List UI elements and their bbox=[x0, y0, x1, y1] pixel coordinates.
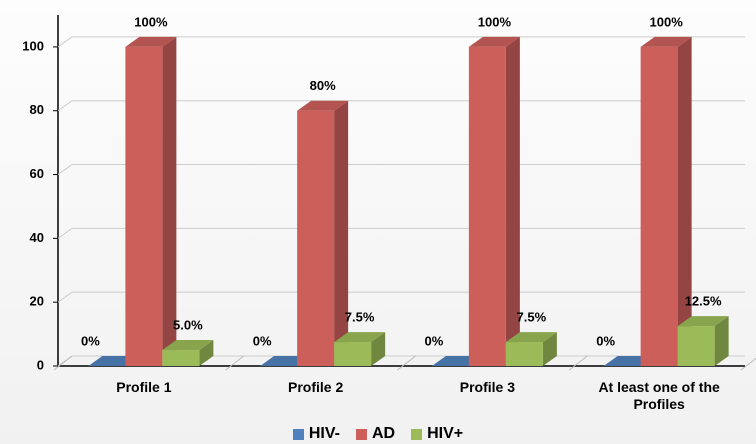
legend: HIV- AD HIV+ bbox=[0, 425, 756, 443]
x-tick-label: Profile 3 bbox=[459, 379, 515, 395]
category-separator bbox=[740, 357, 756, 371]
grid-line bbox=[57, 291, 73, 303]
y-tick-label: 60 bbox=[30, 166, 44, 181]
bar bbox=[677, 326, 715, 366]
bar-side bbox=[199, 340, 214, 366]
category-separator bbox=[53, 355, 73, 371]
value-label: 80% bbox=[310, 78, 336, 93]
grid-line bbox=[57, 227, 73, 239]
grid-line bbox=[57, 100, 73, 112]
legend-label: HIV- bbox=[308, 425, 340, 442]
bar-side bbox=[505, 36, 520, 367]
bar-side bbox=[714, 316, 729, 366]
value-label: 0% bbox=[253, 333, 272, 348]
value-label: 7.5% bbox=[517, 310, 547, 325]
bar-top bbox=[125, 36, 177, 47]
legend-item: HIV- bbox=[292, 425, 340, 443]
bar bbox=[505, 342, 543, 366]
value-label: 7.5% bbox=[345, 310, 375, 325]
bar-top bbox=[468, 36, 520, 47]
grid-line bbox=[57, 36, 73, 48]
value-label: 0% bbox=[596, 333, 615, 348]
legend-swatch bbox=[411, 428, 423, 440]
bar bbox=[468, 46, 506, 367]
bar-top bbox=[677, 316, 729, 327]
value-label: 100% bbox=[134, 14, 168, 29]
bar bbox=[125, 46, 163, 367]
bar-top bbox=[505, 332, 557, 343]
y-tick-label: 20 bbox=[30, 294, 44, 309]
bar-side bbox=[334, 100, 349, 367]
value-label: 12.5% bbox=[685, 294, 722, 309]
bar bbox=[162, 350, 200, 366]
legend-swatch bbox=[292, 428, 304, 440]
value-label: 0% bbox=[81, 333, 100, 348]
category-separator bbox=[397, 355, 416, 371]
category-separator bbox=[568, 355, 588, 371]
bar-side bbox=[677, 36, 692, 367]
bar-side bbox=[162, 36, 177, 367]
legend-label: HIV+ bbox=[427, 425, 464, 442]
bar-top bbox=[297, 100, 349, 111]
x-tick-label: At least one of the Profiles bbox=[598, 379, 720, 412]
grid-line bbox=[57, 164, 73, 175]
legend-item: AD bbox=[356, 425, 395, 443]
bar-side bbox=[542, 332, 557, 366]
y-tick-label: 100 bbox=[22, 38, 44, 53]
bar-top bbox=[334, 332, 386, 343]
value-label: 5.0% bbox=[173, 317, 203, 332]
bar bbox=[640, 46, 678, 367]
bar-top bbox=[640, 36, 692, 47]
y-tick-label: 80 bbox=[30, 102, 44, 117]
y-tick-label: 0 bbox=[37, 357, 44, 372]
value-label: 100% bbox=[478, 14, 512, 29]
value-label: 100% bbox=[650, 14, 684, 29]
legend-swatch bbox=[356, 428, 367, 440]
x-tick-label: Profile 2 bbox=[288, 379, 344, 395]
bar bbox=[334, 342, 372, 366]
y-tick-label: 40 bbox=[30, 230, 44, 245]
bar-side bbox=[371, 332, 386, 366]
legend-label: AD bbox=[372, 425, 396, 442]
category-separator bbox=[225, 355, 245, 371]
bar-top bbox=[162, 340, 214, 351]
bar bbox=[297, 110, 335, 367]
x-tick-label: Profile 1 bbox=[116, 379, 172, 395]
legend-item: HIV+ bbox=[411, 425, 463, 443]
value-label: 0% bbox=[424, 333, 443, 348]
